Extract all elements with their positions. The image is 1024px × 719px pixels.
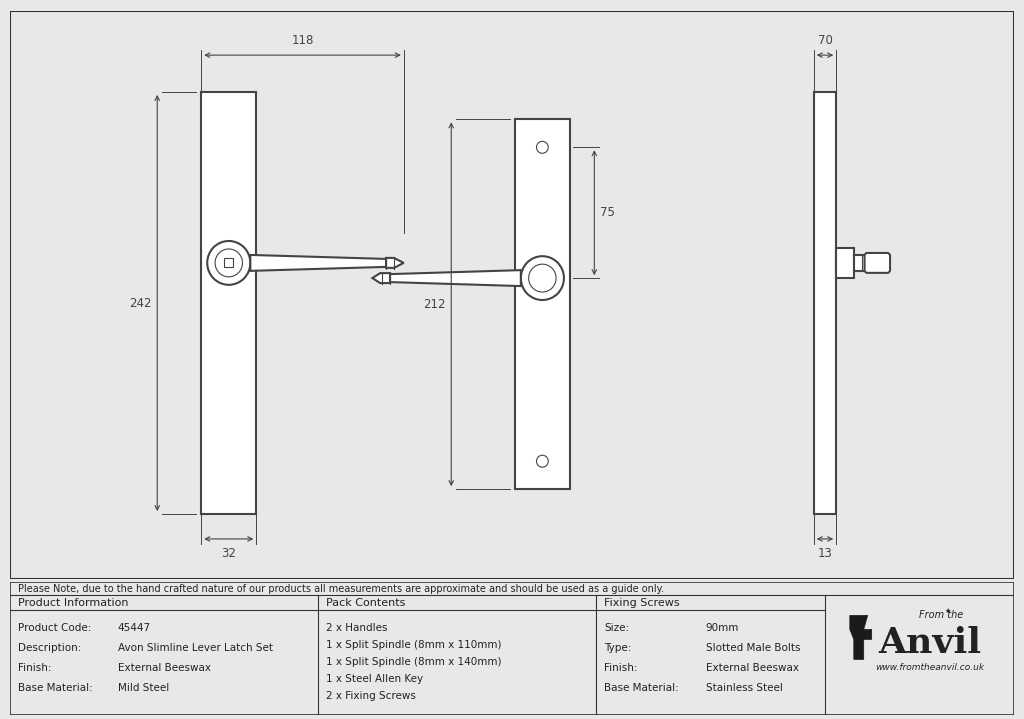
Text: Stainless Steel: Stainless Steel bbox=[706, 683, 782, 693]
Text: Finish:: Finish: bbox=[604, 664, 638, 674]
Polygon shape bbox=[386, 258, 403, 268]
Text: 242: 242 bbox=[129, 296, 152, 309]
Text: 45447: 45447 bbox=[118, 623, 151, 633]
Text: 118: 118 bbox=[292, 35, 313, 47]
Text: 1 x Steel Allen Key: 1 x Steel Allen Key bbox=[327, 674, 423, 684]
Text: Base Material:: Base Material: bbox=[604, 683, 679, 693]
Circle shape bbox=[528, 264, 556, 292]
Text: Mild Steel: Mild Steel bbox=[118, 683, 169, 693]
Text: 2 x Handles: 2 x Handles bbox=[327, 623, 388, 633]
Bar bbox=[202, 92, 256, 514]
Text: ★: ★ bbox=[944, 608, 950, 615]
Bar bbox=[854, 255, 867, 271]
Text: Fixing Screws: Fixing Screws bbox=[604, 598, 680, 608]
Text: Size:: Size: bbox=[604, 623, 630, 633]
Text: Type:: Type: bbox=[604, 644, 632, 654]
Text: 75: 75 bbox=[600, 206, 615, 219]
Text: Product Code:: Product Code: bbox=[18, 623, 91, 633]
Text: 70: 70 bbox=[817, 35, 833, 47]
Text: From the: From the bbox=[920, 610, 964, 620]
Text: Description:: Description: bbox=[18, 644, 82, 654]
FancyBboxPatch shape bbox=[864, 253, 890, 273]
Text: Pack Contents: Pack Contents bbox=[327, 598, 406, 608]
Text: Product Information: Product Information bbox=[18, 598, 129, 608]
Text: Slotted Male Bolts: Slotted Male Bolts bbox=[706, 644, 800, 654]
Text: Please Note, due to the hand crafted nature of our products all measurements are: Please Note, due to the hand crafted nat… bbox=[18, 585, 665, 595]
Text: 1 x Split Spindle (8mm x 140mm): 1 x Split Spindle (8mm x 140mm) bbox=[327, 657, 502, 667]
Circle shape bbox=[215, 249, 243, 277]
Polygon shape bbox=[250, 255, 386, 271]
Text: 212: 212 bbox=[423, 298, 445, 311]
Bar bbox=[515, 119, 569, 489]
Text: www.fromtheanvil.co.uk: www.fromtheanvil.co.uk bbox=[874, 663, 984, 672]
Text: 32: 32 bbox=[221, 547, 237, 560]
Circle shape bbox=[521, 256, 564, 300]
Text: 2 x Fixing Screws: 2 x Fixing Screws bbox=[327, 692, 416, 702]
Text: 90mm: 90mm bbox=[706, 623, 739, 633]
Text: 13: 13 bbox=[817, 547, 833, 560]
Polygon shape bbox=[390, 270, 521, 286]
Circle shape bbox=[537, 142, 548, 153]
Circle shape bbox=[207, 241, 250, 285]
Text: Avon Slimline Lever Latch Set: Avon Slimline Lever Latch Set bbox=[118, 644, 272, 654]
Circle shape bbox=[537, 455, 548, 467]
Bar bbox=[814, 92, 837, 514]
Text: 1 x Split Spindle (8mm x 110mm): 1 x Split Spindle (8mm x 110mm) bbox=[327, 641, 502, 651]
Polygon shape bbox=[850, 615, 871, 659]
Text: External Beeswax: External Beeswax bbox=[118, 664, 211, 674]
Bar bbox=[837, 248, 854, 278]
Text: External Beeswax: External Beeswax bbox=[706, 664, 799, 674]
Text: Finish:: Finish: bbox=[18, 664, 51, 674]
Text: Anvil: Anvil bbox=[878, 626, 981, 660]
Bar bbox=[224, 258, 233, 267]
Polygon shape bbox=[373, 273, 390, 283]
Text: Base Material:: Base Material: bbox=[18, 683, 93, 693]
